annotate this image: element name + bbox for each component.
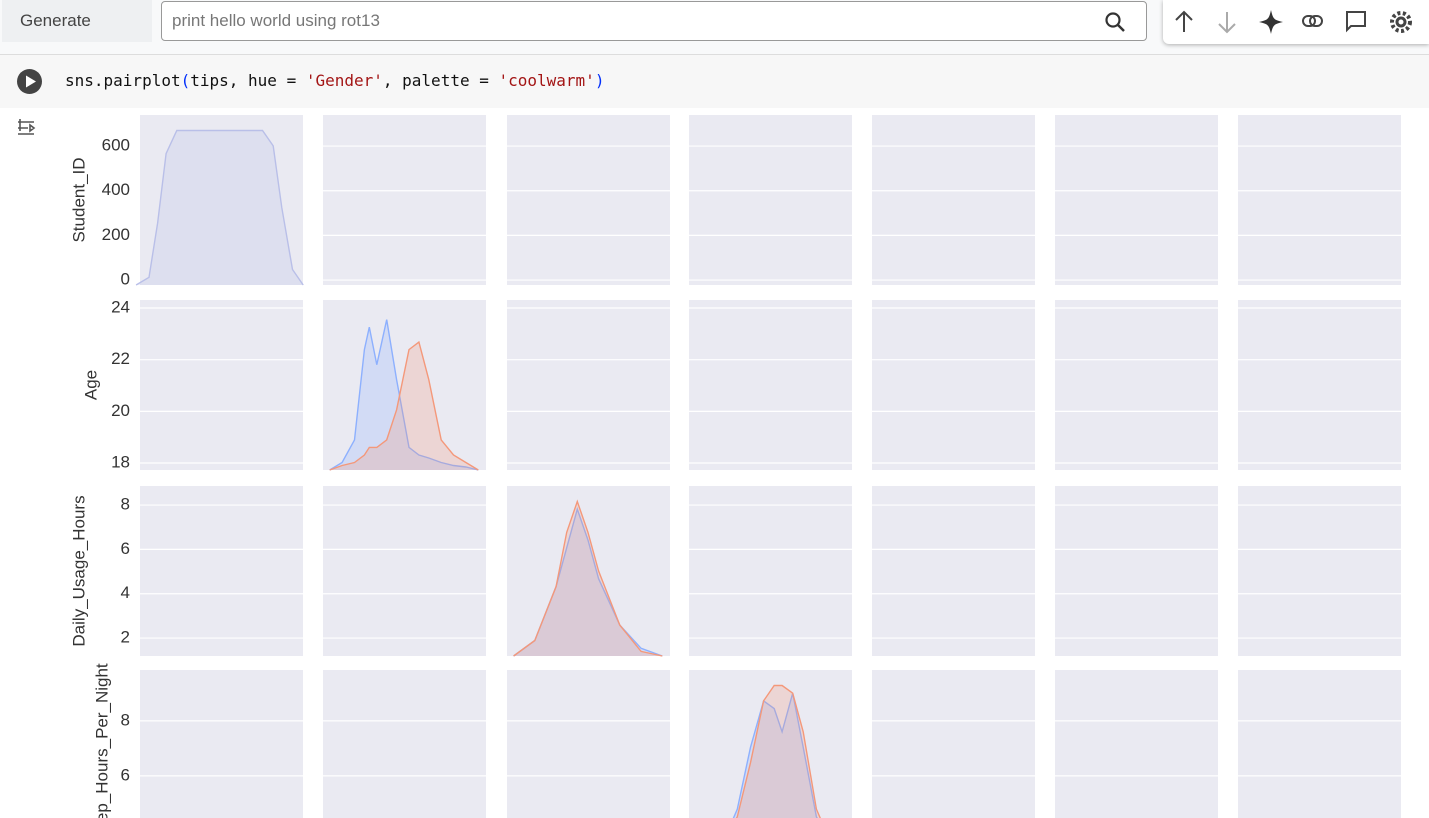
panel (1238, 300, 1401, 470)
comment[interactable] (1346, 11, 1366, 33)
panel (507, 115, 670, 285)
code-token: ) (594, 71, 605, 90)
code-cell: sns.pairplot(tips, hue = 'Gender', palet… (0, 55, 1429, 108)
panel (323, 300, 486, 470)
kde-line (329, 340, 479, 471)
code-token: tips, hue = (190, 71, 306, 90)
y-tick-label: 200 (102, 225, 130, 244)
search-placeholder: print hello world using rot13 (172, 11, 380, 30)
y-axis-label: Age (81, 370, 100, 400)
kde-area (733, 693, 818, 818)
y-tick-label: 400 (102, 180, 130, 199)
panel (1055, 115, 1218, 285)
panel (323, 670, 486, 818)
y-tick-label: 18 (111, 453, 130, 472)
code: sns.pairplot(tips, hue = 'Gender', palet… (65, 71, 604, 90)
panel (1238, 115, 1401, 285)
panel (140, 670, 303, 818)
generate-label: Generate (20, 11, 91, 30)
kde-line (735, 684, 821, 818)
move-down[interactable] (1218, 12, 1236, 34)
panel (1238, 670, 1401, 818)
panel (140, 486, 303, 656)
kde-line (135, 129, 304, 286)
kde-line (329, 319, 479, 471)
panel (1055, 486, 1218, 656)
y-tick-label: 24 (111, 297, 130, 316)
y-tick-label: 0 (121, 270, 130, 289)
y-tick-label: 20 (111, 401, 130, 420)
y-tick-label: 4 (121, 583, 130, 602)
panel (507, 300, 670, 470)
y-tick-label: 8 (121, 710, 130, 729)
y-axis-label: Student_ID (69, 157, 88, 242)
code-token: sns.pairplot (65, 71, 181, 90)
y-axis-label: Daily_Usage_Hours (69, 495, 88, 646)
toolbar: Generate print hello world using rot13 (0, 0, 1429, 55)
gemini-icon[interactable] (1259, 10, 1283, 34)
panel (689, 300, 852, 470)
kde-area (513, 509, 663, 656)
output-toggle[interactable] (18, 119, 36, 135)
panel (872, 670, 1035, 818)
panel (872, 486, 1035, 656)
link-a[interactable] (1302, 15, 1316, 27)
panel (140, 300, 303, 470)
y-tick-label: 6 (121, 539, 130, 558)
y-axis-label: Sleep_Hours_Per_Night (92, 663, 111, 818)
panel (872, 115, 1035, 285)
kde-line (513, 499, 663, 657)
tool-icons (1175, 10, 1412, 34)
panel (323, 115, 486, 285)
panel (689, 486, 852, 656)
code-token: 'Gender' (305, 71, 383, 90)
panel (323, 486, 486, 656)
panel (507, 486, 670, 656)
y-tick-label: 600 (102, 136, 130, 155)
panel (689, 670, 852, 818)
code-token: , palette = (382, 71, 499, 90)
kde-area (329, 342, 479, 470)
y-tick-label: 22 (111, 349, 130, 368)
search-box[interactable]: print hello world using rot13 (161, 1, 1147, 41)
y-tick-label: 8 (121, 495, 130, 514)
kde-area (513, 501, 663, 656)
generate-button[interactable]: Generate (2, 0, 152, 42)
code-token: ( (180, 71, 191, 90)
panel (689, 115, 852, 285)
kde-area (329, 319, 479, 470)
panel (1238, 486, 1401, 656)
pairplot: 0200400600Student_ID18202224Age2468Daily… (18, 115, 1401, 818)
panel (140, 115, 303, 285)
run-button[interactable] (16, 68, 43, 95)
panel (1055, 670, 1218, 818)
y-tick-label: 2 (121, 628, 130, 647)
search-icon[interactable] (1104, 11, 1126, 33)
kde-area (136, 130, 304, 285)
cell-tools (1163, 0, 1429, 44)
kde-line (732, 693, 818, 818)
panel (872, 300, 1035, 470)
panel (507, 670, 670, 818)
panel (1055, 300, 1218, 470)
move-up[interactable] (1175, 10, 1193, 32)
y-tick-label: 6 (121, 765, 130, 784)
code-token: 'coolwarm' (498, 71, 595, 90)
